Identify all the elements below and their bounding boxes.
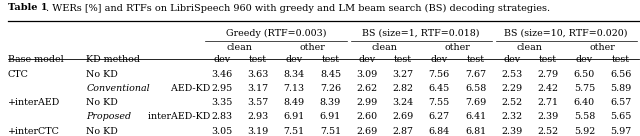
- Text: Base model: Base model: [8, 55, 63, 64]
- Text: 3.35: 3.35: [211, 98, 232, 107]
- Text: 2.82: 2.82: [392, 84, 413, 93]
- Text: dev: dev: [431, 55, 448, 64]
- Text: BS (size=10, RTF=0.020): BS (size=10, RTF=0.020): [504, 29, 628, 38]
- Text: 7.51: 7.51: [284, 127, 305, 136]
- Text: 6.84: 6.84: [429, 127, 450, 136]
- Text: 7.67: 7.67: [465, 70, 486, 79]
- Text: dev: dev: [358, 55, 375, 64]
- Text: 3.09: 3.09: [356, 70, 378, 79]
- Text: 3.57: 3.57: [247, 98, 269, 107]
- Text: KD method: KD method: [86, 55, 140, 64]
- Text: 7.69: 7.69: [465, 98, 486, 107]
- Text: 6.91: 6.91: [320, 112, 341, 121]
- Text: AED-KD: AED-KD: [168, 84, 211, 93]
- Text: 2.83: 2.83: [211, 112, 232, 121]
- Text: 6.27: 6.27: [429, 112, 450, 121]
- Text: 5.97: 5.97: [610, 127, 631, 136]
- Text: 6.56: 6.56: [610, 70, 631, 79]
- Text: test: test: [612, 55, 630, 64]
- Text: 8.49: 8.49: [284, 98, 305, 107]
- Text: 8.34: 8.34: [284, 70, 305, 79]
- Text: No KD: No KD: [86, 70, 118, 79]
- Text: test: test: [321, 55, 339, 64]
- Text: 5.58: 5.58: [573, 112, 595, 121]
- Text: test: test: [394, 55, 412, 64]
- Text: 2.39: 2.39: [501, 127, 522, 136]
- Text: 2.32: 2.32: [501, 112, 522, 121]
- Text: 8.39: 8.39: [320, 98, 341, 107]
- Text: 6.50: 6.50: [573, 70, 595, 79]
- Text: 6.41: 6.41: [465, 112, 486, 121]
- Text: 3.19: 3.19: [247, 127, 269, 136]
- Text: 3.63: 3.63: [247, 70, 269, 79]
- Text: 3.05: 3.05: [211, 127, 232, 136]
- Text: 5.75: 5.75: [573, 84, 595, 93]
- Text: 3.24: 3.24: [392, 98, 413, 107]
- Text: 2.87: 2.87: [392, 127, 413, 136]
- Text: BS (size=1, RTF=0.018): BS (size=1, RTF=0.018): [362, 29, 480, 38]
- Text: 2.39: 2.39: [538, 112, 559, 121]
- Text: test: test: [467, 55, 484, 64]
- Text: 7.56: 7.56: [429, 70, 450, 79]
- Text: 5.92: 5.92: [573, 127, 595, 136]
- Text: clean: clean: [227, 43, 253, 52]
- Text: clean: clean: [517, 43, 543, 52]
- Text: 7.26: 7.26: [320, 84, 341, 93]
- Text: 5.89: 5.89: [610, 84, 631, 93]
- Text: 5.65: 5.65: [610, 112, 631, 121]
- Text: 2.69: 2.69: [392, 112, 413, 121]
- Text: other: other: [445, 43, 470, 52]
- Text: 2.60: 2.60: [356, 112, 378, 121]
- Text: dev: dev: [576, 55, 593, 64]
- Text: 6.91: 6.91: [284, 112, 305, 121]
- Text: test: test: [249, 55, 267, 64]
- Text: 7.55: 7.55: [429, 98, 450, 107]
- Text: dev: dev: [213, 55, 230, 64]
- Text: 3.27: 3.27: [392, 70, 413, 79]
- Text: 7.13: 7.13: [284, 84, 305, 93]
- Text: 2.93: 2.93: [247, 112, 269, 121]
- Text: dev: dev: [503, 55, 520, 64]
- Text: test: test: [539, 55, 557, 64]
- Text: . WERs [%] and RTFs on LibriSpeech 960 with greedy and LM beam search (BS) decod: . WERs [%] and RTFs on LibriSpeech 960 w…: [46, 3, 550, 13]
- Text: 2.52: 2.52: [501, 98, 522, 107]
- Text: CTC: CTC: [8, 70, 29, 79]
- Text: 2.99: 2.99: [356, 98, 378, 107]
- Text: Table 1: Table 1: [8, 3, 47, 12]
- Text: 2.71: 2.71: [538, 98, 559, 107]
- Text: 2.53: 2.53: [501, 70, 522, 79]
- Text: 6.40: 6.40: [573, 98, 595, 107]
- Text: 7.51: 7.51: [320, 127, 341, 136]
- Text: 6.45: 6.45: [429, 84, 450, 93]
- Text: No KD: No KD: [86, 127, 118, 136]
- Text: clean: clean: [372, 43, 398, 52]
- Text: 6.81: 6.81: [465, 127, 486, 136]
- Text: 2.69: 2.69: [356, 127, 378, 136]
- Text: 6.58: 6.58: [465, 84, 486, 93]
- Text: 2.29: 2.29: [501, 84, 522, 93]
- Text: Proposed: Proposed: [86, 112, 132, 121]
- Text: 3.17: 3.17: [247, 84, 269, 93]
- Text: +interCTC: +interCTC: [8, 127, 60, 136]
- Text: +interAED: +interAED: [8, 98, 60, 107]
- Text: 2.42: 2.42: [538, 84, 559, 93]
- Text: 2.52: 2.52: [538, 127, 559, 136]
- Text: 2.95: 2.95: [211, 84, 232, 93]
- Text: other: other: [300, 43, 325, 52]
- Text: interAED-KD: interAED-KD: [145, 112, 210, 121]
- Text: 2.79: 2.79: [538, 70, 559, 79]
- Text: Greedy (RTF=0.003): Greedy (RTF=0.003): [226, 29, 326, 38]
- Text: 6.57: 6.57: [610, 98, 631, 107]
- Text: other: other: [589, 43, 615, 52]
- Text: No KD: No KD: [86, 98, 118, 107]
- Text: Conventional: Conventional: [86, 84, 150, 93]
- Text: dev: dev: [285, 55, 303, 64]
- Text: 3.46: 3.46: [211, 70, 232, 79]
- Text: 8.45: 8.45: [320, 70, 341, 79]
- Text: 2.62: 2.62: [356, 84, 378, 93]
